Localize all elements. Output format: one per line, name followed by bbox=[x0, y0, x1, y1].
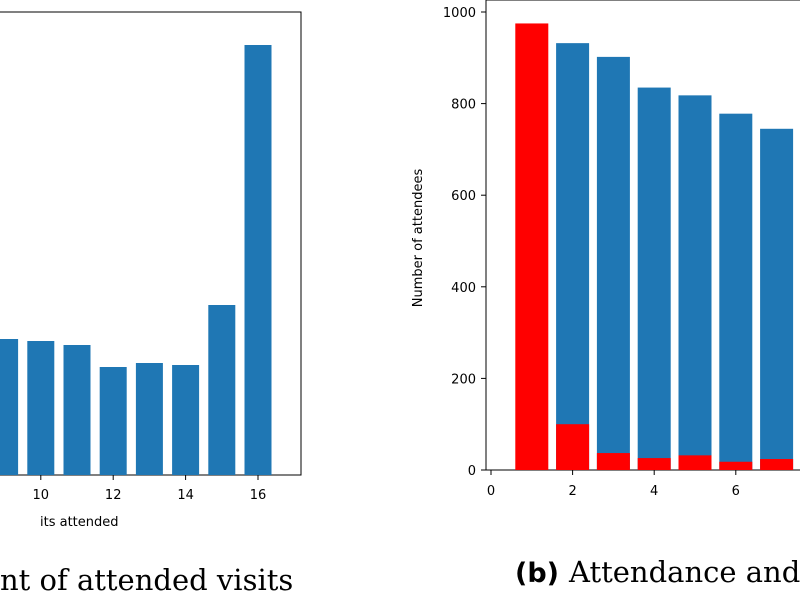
right-bar-red bbox=[596, 453, 630, 470]
right-caption: (b) Attendance and e bbox=[515, 555, 800, 589]
left-x-tick-label: 10 bbox=[33, 488, 50, 503]
right-x-ticks: 0 2 4 6 bbox=[487, 470, 740, 499]
left-x-ticks: 10 12 14 16 bbox=[33, 475, 267, 503]
right-bar-blue bbox=[556, 43, 590, 470]
right-y-tick-label: 200 bbox=[451, 372, 476, 387]
left-x-axis-label: its attended bbox=[40, 515, 119, 530]
right-y-tick-label: 0 bbox=[468, 464, 476, 479]
right-x-tick-label: 2 bbox=[568, 484, 576, 499]
left-x-tick-label: 14 bbox=[177, 488, 194, 503]
right-y-ticks: 0 200 400 600 800 1000 bbox=[443, 6, 486, 479]
left-bar bbox=[27, 341, 55, 475]
right-y-axis-label: Number of attendees bbox=[411, 169, 426, 308]
right-bars bbox=[515, 23, 794, 471]
right-y-tick-label: 1000 bbox=[443, 6, 476, 21]
right-bar-blue bbox=[637, 87, 671, 470]
left-chart: 10 12 14 16 its attended nt of attended vis… bbox=[0, 11, 302, 597]
right-x-tick-label: 6 bbox=[732, 484, 740, 499]
left-x-tick-label: 12 bbox=[105, 488, 122, 503]
left-caption: nt of attended visits bbox=[0, 563, 293, 597]
right-chart: 0 2 4 6 0 200 400 600 800 1000 Number of attende… bbox=[411, 0, 800, 589]
right-bar-blue bbox=[719, 113, 753, 471]
right-bar-red bbox=[637, 458, 671, 470]
right-x-tick-label: 4 bbox=[650, 484, 658, 499]
left-bar bbox=[0, 339, 19, 475]
right-y-tick-label: 400 bbox=[451, 281, 476, 296]
right-bar-blue bbox=[678, 95, 712, 470]
left-x-tick-label: 16 bbox=[250, 488, 267, 503]
right-y-tick-label: 600 bbox=[451, 189, 476, 204]
right-bar-red bbox=[719, 461, 753, 470]
left-bar bbox=[99, 367, 127, 475]
left-bar bbox=[244, 45, 272, 475]
right-bar-red bbox=[678, 455, 712, 470]
right-bar-red bbox=[556, 424, 590, 470]
right-bar-red bbox=[760, 459, 794, 470]
right-bar-red bbox=[515, 23, 549, 470]
right-bar-blue bbox=[760, 128, 794, 471]
left-bar bbox=[63, 345, 91, 475]
left-bar bbox=[172, 365, 200, 475]
left-bars bbox=[0, 45, 272, 475]
left-bar bbox=[135, 363, 163, 475]
right-caption-text: Attendance and e bbox=[568, 555, 800, 589]
right-y-tick-label: 800 bbox=[451, 98, 476, 113]
right-bar-blue bbox=[596, 56, 630, 470]
left-bar bbox=[208, 305, 236, 475]
right-caption-prefix: (b) bbox=[515, 558, 559, 589]
right-x-tick-label: 0 bbox=[487, 484, 495, 499]
